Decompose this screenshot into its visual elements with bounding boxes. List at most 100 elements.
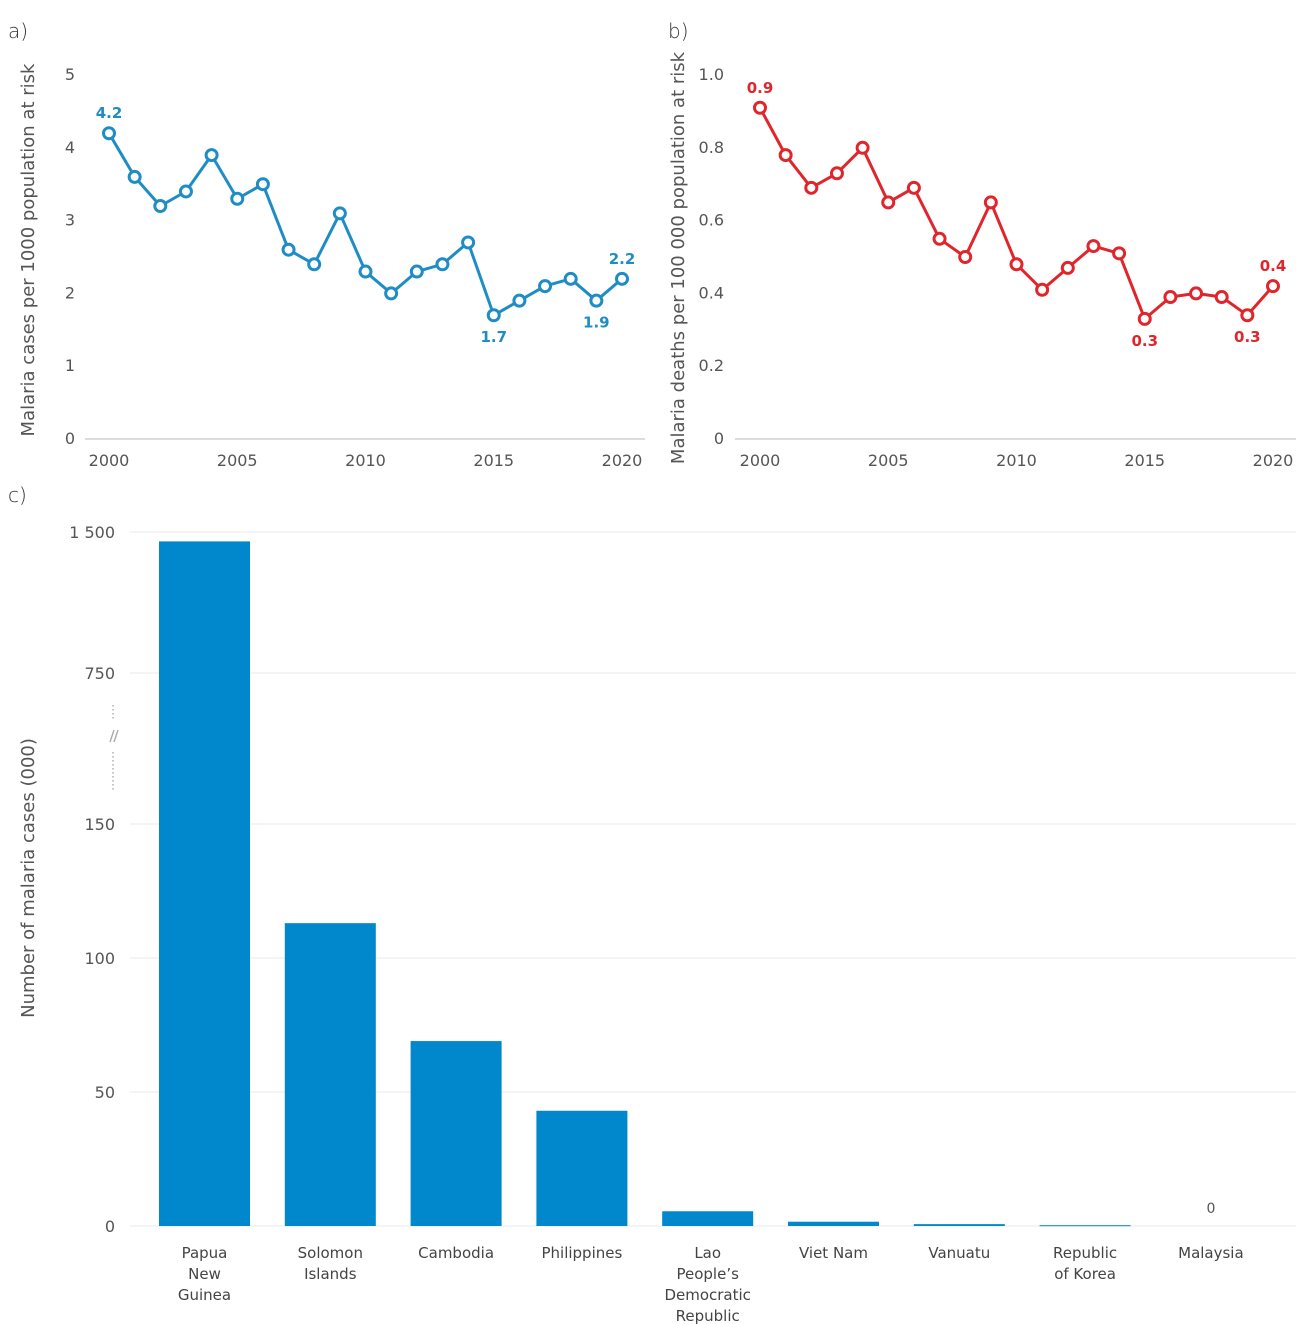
panel-b-data-point [1240,308,1255,323]
panel-b-data-point [1163,290,1178,305]
panel-a-data-point [512,293,527,308]
panel-b-y-tick-label: 0.6 [699,211,724,230]
panel-a-data-point [307,257,322,272]
panel-a-data-label: 1.7 [480,328,507,346]
panel-a-data-point [281,242,296,257]
panel-a-y-tick-label: 1 [65,356,75,375]
panel-b-y-tick-label: 0.4 [699,283,724,302]
panel-a-x-tick-label: 2005 [217,451,258,470]
panel-a-data-point [127,169,142,184]
panel-c-axis-break-slash [113,729,119,743]
panel-a-data-point [538,279,553,294]
panel-b-y-tick-label: 0.8 [699,138,724,157]
panel-c-category-label: Lao [694,1244,721,1262]
panel-c-category-label: New [188,1265,221,1283]
panel-a-x-tick-label: 2020 [602,451,643,470]
panel-c-bar [788,1221,879,1226]
panel-c-category-label: Democratic [664,1286,750,1304]
panel-b-data-point [1112,246,1127,261]
panel-a-data-point [178,184,193,199]
panel-a-y-tick-label: 3 [65,211,75,230]
panel-b-x-tick-label: 2005 [868,451,909,470]
panel-b-line-chart: Malaria deaths per 100 000 population at… [668,51,1296,470]
panel-c-y-tick-label: 0 [105,1217,115,1236]
panel-c-category-label: Viet Nam [799,1244,868,1262]
panel-c-axis-break-slash [109,729,115,743]
panel-b-data-point [1189,286,1204,301]
panel-a-data-point [153,199,168,214]
panel-b-x-tick-label: 2020 [1253,451,1294,470]
panel-a-y-tick-label: 5 [65,65,75,84]
panel-b-x-tick-label: 2015 [1124,451,1165,470]
panel-a-y-tick-label: 2 [65,283,75,302]
panel-b-data-point [829,166,844,181]
panel-a-label: a) [8,19,28,43]
panel-b-data-point [1035,282,1050,297]
panel-c-category-label: Vanuatu [928,1244,990,1262]
panel-c-bar [913,1224,1005,1226]
panel-c-y-tick-label: 750 [84,664,115,683]
panel-b-y-tick-label: 1.0 [699,65,724,84]
panel-a-data-point [255,177,270,192]
panel-c-category-label: Republic [1053,1244,1117,1262]
panel-a-y-tick-label: 4 [65,138,75,157]
panel-a-data-point [384,286,399,301]
panel-c-bar [662,1211,754,1226]
panel-c-category-label: Philippines [541,1244,622,1262]
panel-a-data-point [332,206,347,221]
panel-a-data-point [461,235,476,250]
panel-a-data-label: 2.2 [609,250,636,268]
panel-b-y-tick-label: 0 [714,429,724,448]
panel-c-y-tick-label: 1 500 [69,523,115,542]
panel-a-data-point [102,126,116,141]
panel-c-y-tick-label: 100 [84,949,115,968]
panel-b-data-point [1060,260,1075,275]
panel-c-category-label: of Korea [1054,1265,1116,1283]
panel-b-data-label: 0.9 [747,79,774,97]
panel-c-bar [536,1110,628,1226]
panel-c-bar [159,541,250,1226]
panel-b-y-tick-label: 0.2 [699,356,724,375]
panel-b-data-point [983,195,998,210]
panel-c-category-label: Guinea [178,1286,231,1304]
panel-b-data-point [958,250,973,264]
panel-b-data-point [906,180,921,195]
panel-c-bar [284,923,376,1226]
panel-a-x-tick-label: 2010 [345,451,386,470]
panel-c-category-label: Republic [676,1307,740,1324]
panel-b-data-point [804,180,819,195]
panel-b-y-axis-title: Malaria deaths per 100 000 population at… [668,51,689,464]
panel-b-data-point [932,231,947,246]
panel-c-category-label: Malaysia [1178,1244,1244,1262]
panel-a-line-chart: Malaria cases per 1000 population at ris… [18,63,645,470]
panel-b-data-point [1137,311,1152,326]
panel-c-bar [1039,1225,1131,1227]
panel-b-data-point [778,148,793,163]
panel-b-x-tick-label: 2010 [996,451,1037,470]
panel-b-data-label: 0.3 [1234,328,1261,346]
panel-c-category-label: People’s [676,1265,739,1283]
panel-a-data-point [615,271,629,286]
panel-c-y-tick-label: 50 [95,1083,115,1102]
panel-a-data-point [486,308,501,323]
panel-b-data-label: 0.4 [1260,257,1287,275]
panel-c-y-tick-label: 150 [84,815,115,834]
panel-a-data-point [358,264,373,279]
panel-a-y-axis-title: Malaria cases per 1000 population at ris… [18,63,39,436]
panel-b-data-point [881,195,896,210]
panel-a-data-point [230,191,245,206]
panel-c-bar-chart: Number of malaria cases (000) 0 50 100 150 7… [18,523,1296,1324]
panel-a-data-point [589,293,604,308]
panel-a-y-tick-label: 0 [65,429,75,448]
panel-c-label: c) [8,483,27,507]
panel-b-data-point [1214,290,1229,305]
panel-a-x-tick-label: 2000 [89,451,130,470]
panel-b-data-point [855,140,870,155]
panel-b-x-tick-label: 2000 [740,451,781,470]
panel-b-label: b) [668,19,689,43]
panel-c-category-label: Papua [182,1244,228,1262]
panel-b-data-point [1266,279,1280,294]
panel-c-bar [410,1041,502,1226]
panel-a-data-label: 4.2 [96,104,123,122]
